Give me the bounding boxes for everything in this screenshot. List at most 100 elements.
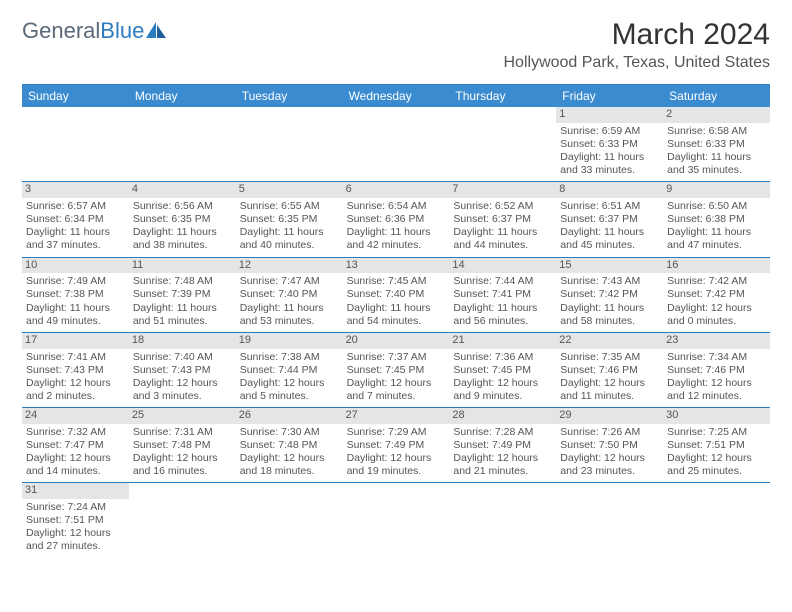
- sunrise-text: Sunrise: 7:43 AM: [560, 275, 659, 288]
- sunset-text: Sunset: 7:49 PM: [347, 439, 446, 452]
- day-number: 3: [22, 182, 129, 198]
- daylight-text: Daylight: 12 hours and 7 minutes.: [347, 377, 446, 403]
- sunrise-text: Sunrise: 6:57 AM: [26, 200, 125, 213]
- day-number: 15: [556, 258, 663, 274]
- weekday-header: Saturday: [663, 85, 770, 107]
- sunset-text: Sunset: 7:47 PM: [26, 439, 125, 452]
- weekday-header: Sunday: [22, 85, 129, 107]
- daylight-text: Daylight: 11 hours and 54 minutes.: [347, 302, 446, 328]
- sunrise-text: Sunrise: 7:42 AM: [667, 275, 766, 288]
- daylight-text: Daylight: 11 hours and 51 minutes.: [133, 302, 232, 328]
- sunset-text: Sunset: 6:38 PM: [667, 213, 766, 226]
- day-number: 7: [449, 182, 556, 198]
- sunset-text: Sunset: 7:40 PM: [240, 288, 339, 301]
- calendar-cell: 9Sunrise: 6:50 AMSunset: 6:38 PMDaylight…: [663, 182, 770, 257]
- page-title: March 2024: [504, 18, 771, 52]
- day-number: 6: [343, 182, 450, 198]
- sunset-text: Sunset: 6:36 PM: [347, 213, 446, 226]
- day-number: 21: [449, 333, 556, 349]
- daylight-text: Daylight: 11 hours and 35 minutes.: [667, 151, 766, 177]
- daylight-text: Daylight: 11 hours and 40 minutes.: [240, 226, 339, 252]
- calendar-cell: 13Sunrise: 7:45 AMSunset: 7:40 PMDayligh…: [343, 258, 450, 333]
- sunset-text: Sunset: 7:41 PM: [453, 288, 552, 301]
- calendar-cell: 24 Sunrise: 7:32 AMSunset: 7:47 PMDayligh…: [22, 408, 129, 483]
- day-number: 1: [556, 107, 663, 123]
- sunset-text: Sunset: 6:37 PM: [560, 213, 659, 226]
- sunrise-text: Sunrise: 6:54 AM: [347, 200, 446, 213]
- daylight-text: Daylight: 12 hours and 12 minutes.: [667, 377, 766, 403]
- daylight-text: Daylight: 12 hours and 2 minutes.: [26, 377, 125, 403]
- sunset-text: Sunset: 7:51 PM: [667, 439, 766, 452]
- sunrise-text: Sunrise: 7:35 AM: [560, 351, 659, 364]
- day-number: 23: [663, 333, 770, 349]
- day-number: 27: [343, 408, 450, 424]
- daylight-text: Daylight: 11 hours and 58 minutes.: [560, 302, 659, 328]
- sunset-text: Sunset: 7:46 PM: [667, 364, 766, 377]
- sunrise-text: Sunrise: 7:24 AM: [26, 501, 125, 514]
- calendar-cell: 27 Sunrise: 7:29 AMSunset: 7:49 PMDayligh…: [343, 408, 450, 483]
- sunrise-text: Sunrise: 6:51 AM: [560, 200, 659, 213]
- sunrise-text: Sunrise: 7:49 AM: [26, 275, 125, 288]
- sunset-text: Sunset: 6:33 PM: [667, 138, 766, 151]
- sunrise-text: Sunrise: 7:30 AM: [240, 426, 339, 439]
- calendar-cell: 5Sunrise: 6:55 AMSunset: 6:35 PMDaylight…: [236, 182, 343, 257]
- calendar-cell: 19Sunrise: 7:38 AMSunset: 7:44 PMDayligh…: [236, 333, 343, 408]
- calendar-cell: 11Sunrise: 7:48 AMSunset: 7:39 PMDayligh…: [129, 258, 236, 333]
- sunrise-text: Sunrise: 6:52 AM: [453, 200, 552, 213]
- daylight-text: Daylight: 12 hours and 21 minutes.: [453, 452, 552, 478]
- daylight-text: Daylight: 12 hours and 23 minutes.: [560, 452, 659, 478]
- daylight-text: Daylight: 12 hours and 19 minutes.: [347, 452, 446, 478]
- calendar-cell: 22Sunrise: 7:35 AMSunset: 7:46 PMDayligh…: [556, 333, 663, 408]
- sunset-text: Sunset: 7:39 PM: [133, 288, 232, 301]
- calendar-cell: 3Sunrise: 6:57 AMSunset: 6:34 PMDaylight…: [22, 182, 129, 257]
- sunset-text: Sunset: 7:48 PM: [240, 439, 339, 452]
- calendar-cell: 10Sunrise: 7:49 AMSunset: 7:38 PMDayligh…: [22, 258, 129, 333]
- sunset-text: Sunset: 7:45 PM: [347, 364, 446, 377]
- daylight-text: Daylight: 11 hours and 49 minutes.: [26, 302, 125, 328]
- sunset-text: Sunset: 6:33 PM: [560, 138, 659, 151]
- day-number: 8: [556, 182, 663, 198]
- sunset-text: Sunset: 7:44 PM: [240, 364, 339, 377]
- sunrise-text: Sunrise: 7:48 AM: [133, 275, 232, 288]
- calendar-cell: 30Sunrise: 7:25 AMSunset: 7:51 PMDayligh…: [663, 408, 770, 483]
- day-number: 28: [449, 408, 556, 424]
- calendar-cell: 14Sunrise: 7:44 AMSunset: 7:41 PMDayligh…: [449, 258, 556, 333]
- day-number: 4: [129, 182, 236, 198]
- sunset-text: Sunset: 6:37 PM: [453, 213, 552, 226]
- daylight-text: Daylight: 11 hours and 42 minutes.: [347, 226, 446, 252]
- calendar-cell: 12Sunrise: 7:47 AMSunset: 7:40 PMDayligh…: [236, 258, 343, 333]
- daylight-text: Daylight: 12 hours and 11 minutes.: [560, 377, 659, 403]
- day-number: 24: [22, 408, 129, 424]
- daylight-text: Daylight: 12 hours and 9 minutes.: [453, 377, 552, 403]
- day-number: 11: [129, 258, 236, 274]
- daylight-text: Daylight: 12 hours and 14 minutes.: [26, 452, 125, 478]
- sunrise-text: Sunrise: 6:50 AM: [667, 200, 766, 213]
- sunset-text: Sunset: 7:50 PM: [560, 439, 659, 452]
- sunrise-text: Sunrise: 6:59 AM: [560, 125, 659, 138]
- weekday-header: Friday: [556, 85, 663, 107]
- day-number: 17: [22, 333, 129, 349]
- calendar-cell-empty: [22, 107, 129, 182]
- sunset-text: Sunset: 7:40 PM: [347, 288, 446, 301]
- sunrise-text: Sunrise: 7:44 AM: [453, 275, 552, 288]
- sunrise-text: Sunrise: 6:55 AM: [240, 200, 339, 213]
- sunrise-text: Sunrise: 6:58 AM: [667, 125, 766, 138]
- day-number: 9: [663, 182, 770, 198]
- calendar-cell: 8 Sunrise: 6:51 AMSunset: 6:37 PMDaylight…: [556, 182, 663, 257]
- daylight-text: Daylight: 11 hours and 45 minutes.: [560, 226, 659, 252]
- sunrise-text: Sunrise: 7:29 AM: [347, 426, 446, 439]
- daylight-text: Daylight: 11 hours and 33 minutes.: [560, 151, 659, 177]
- calendar-cell-empty: [129, 107, 236, 182]
- calendar-cell: 6 Sunrise: 6:54 AMSunset: 6:36 PMDaylight…: [343, 182, 450, 257]
- sunset-text: Sunset: 6:34 PM: [26, 213, 125, 226]
- daylight-text: Daylight: 12 hours and 16 minutes.: [133, 452, 232, 478]
- sunrise-text: Sunrise: 7:32 AM: [26, 426, 125, 439]
- sunrise-text: Sunrise: 7:25 AM: [667, 426, 766, 439]
- sunrise-text: Sunrise: 7:31 AM: [133, 426, 232, 439]
- calendar-grid: SundayMondayTuesdayWednesdayThursdayFrid…: [22, 84, 770, 558]
- day-number: 30: [663, 408, 770, 424]
- day-number: 29: [556, 408, 663, 424]
- calendar-cell: 2Sunrise: 6:58 AMSunset: 6:33 PMDaylight…: [663, 107, 770, 182]
- day-number: 13: [343, 258, 450, 274]
- calendar-cell: 26Sunrise: 7:30 AMSunset: 7:48 PMDayligh…: [236, 408, 343, 483]
